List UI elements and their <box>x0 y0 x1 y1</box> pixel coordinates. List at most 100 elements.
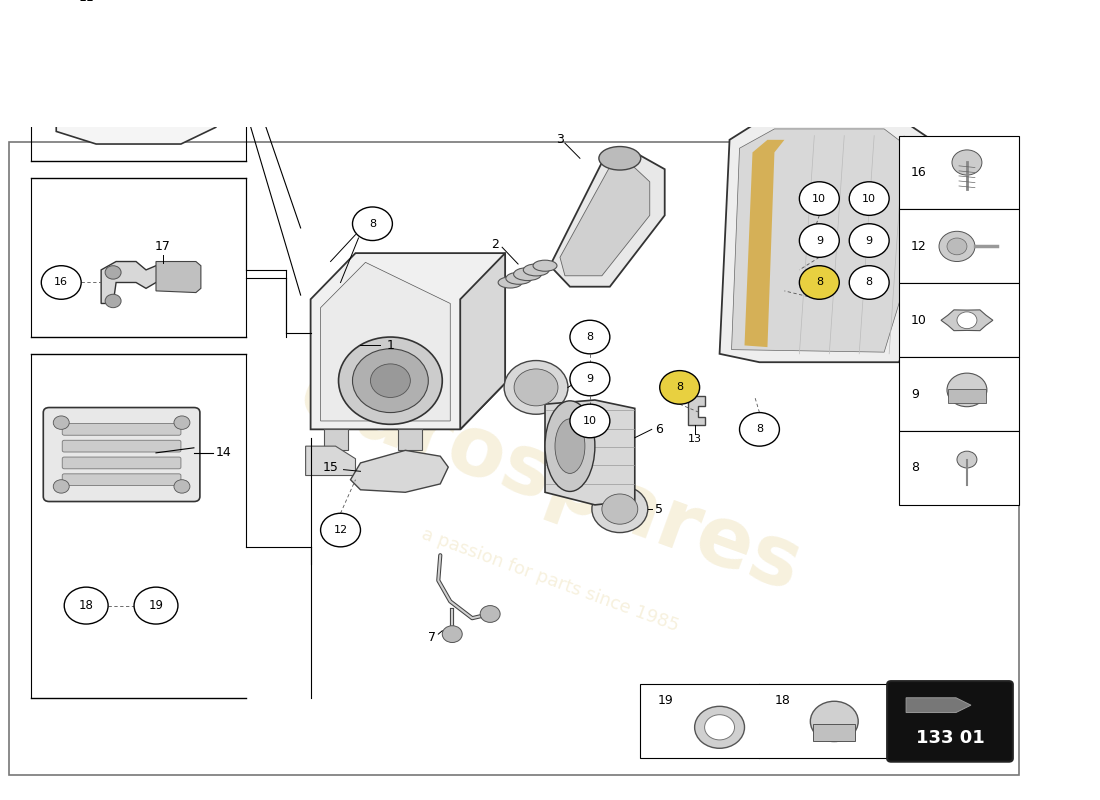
Circle shape <box>42 266 81 299</box>
Ellipse shape <box>598 146 641 170</box>
Circle shape <box>339 337 442 424</box>
Circle shape <box>320 514 361 547</box>
Circle shape <box>705 714 735 740</box>
Ellipse shape <box>524 264 549 276</box>
Circle shape <box>106 294 121 308</box>
Circle shape <box>800 224 839 258</box>
Polygon shape <box>398 430 422 450</box>
FancyBboxPatch shape <box>640 685 887 758</box>
FancyBboxPatch shape <box>899 431 1019 505</box>
Ellipse shape <box>544 401 595 491</box>
Circle shape <box>352 349 428 413</box>
Circle shape <box>352 207 393 241</box>
Text: 19: 19 <box>148 599 164 612</box>
Circle shape <box>53 416 69 430</box>
FancyBboxPatch shape <box>948 389 986 403</box>
Text: 8: 8 <box>816 278 823 287</box>
Polygon shape <box>745 140 784 347</box>
Text: 16: 16 <box>54 278 68 287</box>
Polygon shape <box>306 446 355 475</box>
Text: 3: 3 <box>556 134 564 146</box>
Text: 18: 18 <box>79 599 94 612</box>
Ellipse shape <box>534 260 557 271</box>
Circle shape <box>800 182 839 215</box>
FancyBboxPatch shape <box>813 724 855 741</box>
Circle shape <box>602 494 638 524</box>
Circle shape <box>134 587 178 624</box>
Polygon shape <box>560 165 650 276</box>
Circle shape <box>800 266 839 299</box>
Circle shape <box>849 182 889 215</box>
Circle shape <box>481 606 500 622</box>
Text: 10: 10 <box>862 194 877 203</box>
Text: 15: 15 <box>322 461 339 474</box>
Ellipse shape <box>506 272 531 284</box>
Ellipse shape <box>60 42 122 121</box>
FancyBboxPatch shape <box>899 136 1019 210</box>
Polygon shape <box>310 253 505 430</box>
Polygon shape <box>544 400 635 505</box>
Circle shape <box>849 224 889 258</box>
Text: 8: 8 <box>911 462 920 474</box>
Text: 10: 10 <box>911 314 927 326</box>
Text: 6: 6 <box>654 423 662 436</box>
Text: 8: 8 <box>756 424 763 434</box>
FancyBboxPatch shape <box>887 681 1013 762</box>
Circle shape <box>660 370 700 404</box>
Polygon shape <box>719 114 954 362</box>
Text: a passion for parts since 1985: a passion for parts since 1985 <box>419 526 681 635</box>
Text: 7: 7 <box>428 631 437 644</box>
Circle shape <box>442 626 462 642</box>
Polygon shape <box>906 698 971 713</box>
Circle shape <box>64 587 108 624</box>
Circle shape <box>592 486 648 533</box>
Text: 19: 19 <box>658 694 673 707</box>
FancyBboxPatch shape <box>43 407 200 502</box>
Polygon shape <box>550 153 664 286</box>
FancyBboxPatch shape <box>63 457 180 469</box>
Polygon shape <box>351 450 449 492</box>
Circle shape <box>811 702 858 742</box>
Text: 18: 18 <box>774 694 790 707</box>
Polygon shape <box>732 129 931 352</box>
Circle shape <box>504 361 568 414</box>
FancyBboxPatch shape <box>63 474 180 486</box>
Circle shape <box>947 373 987 406</box>
Text: 2: 2 <box>492 238 499 251</box>
Ellipse shape <box>556 419 585 474</box>
Text: eurospares: eurospares <box>288 351 812 608</box>
Circle shape <box>570 320 609 354</box>
Circle shape <box>952 150 982 175</box>
Text: 12: 12 <box>333 525 348 535</box>
Text: 8: 8 <box>866 278 872 287</box>
Circle shape <box>694 706 745 748</box>
Polygon shape <box>940 310 993 330</box>
Text: 17: 17 <box>155 240 170 253</box>
Text: 5: 5 <box>654 502 662 515</box>
Circle shape <box>514 369 558 406</box>
Text: 12: 12 <box>911 240 927 253</box>
Circle shape <box>939 231 975 262</box>
FancyBboxPatch shape <box>899 357 1019 431</box>
Text: 9: 9 <box>866 235 872 246</box>
Circle shape <box>957 451 977 468</box>
Circle shape <box>570 404 609 438</box>
Text: 11: 11 <box>78 0 94 4</box>
Polygon shape <box>460 253 505 430</box>
FancyBboxPatch shape <box>63 440 180 452</box>
Text: 16: 16 <box>911 166 927 179</box>
Text: 1: 1 <box>386 339 394 352</box>
Text: 13: 13 <box>688 434 702 445</box>
FancyBboxPatch shape <box>63 423 180 435</box>
Text: 4: 4 <box>969 238 977 251</box>
Circle shape <box>570 362 609 396</box>
Text: 8: 8 <box>368 218 376 229</box>
Text: 14: 14 <box>216 446 232 459</box>
Text: 133 01: 133 01 <box>915 729 984 746</box>
Text: 5: 5 <box>575 377 583 390</box>
Polygon shape <box>101 262 180 303</box>
Text: 9: 9 <box>816 235 823 246</box>
Polygon shape <box>56 18 216 144</box>
Circle shape <box>106 266 121 279</box>
Ellipse shape <box>498 277 522 288</box>
